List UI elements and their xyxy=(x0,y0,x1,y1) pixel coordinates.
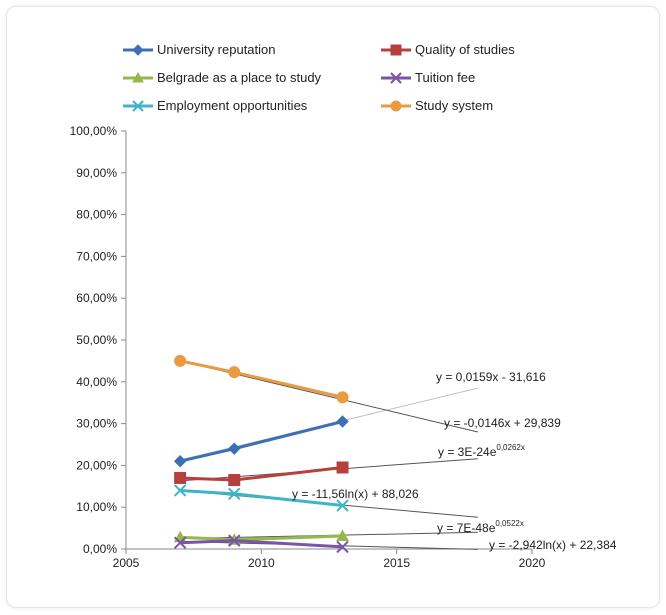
y-tick-label: 60,00% xyxy=(76,291,117,305)
trendline-equation-text: y = -11,56ln(x) + 88,026 xyxy=(292,487,419,501)
trendline-equation-text: y = -2,942ln(x) + 22,384 xyxy=(489,538,617,552)
marker-stroke xyxy=(336,499,349,512)
trendline-equation-exponent: 0,0262x xyxy=(496,443,524,452)
marker-stroke xyxy=(173,484,187,497)
legend-label: Tuition fee xyxy=(415,70,475,85)
legend-entry: Tuition fee xyxy=(381,70,475,85)
trendline-equation-text: y = -0,0146x + 29,839 xyxy=(444,416,561,430)
legend-marker xyxy=(390,72,402,84)
legend-marker xyxy=(132,71,144,83)
legend-label: Employment opportunities xyxy=(157,98,308,113)
legend-entry: Employment opportunities xyxy=(123,98,308,113)
trendline-equation-text: y = 3E-24e xyxy=(438,445,497,459)
y-tick-label: 80,00% xyxy=(76,208,117,222)
data-point xyxy=(336,461,349,474)
x-tick-label: 2020 xyxy=(519,556,546,570)
data-point xyxy=(336,499,349,512)
trendline-equation: y = 0,0159x - 31,616 xyxy=(436,370,546,384)
data-point xyxy=(173,455,187,468)
x-tick-label: 2005 xyxy=(113,556,140,570)
trendline-equation: y = -11,56ln(x) + 88,026 xyxy=(292,487,419,501)
legend-label: Quality of studies xyxy=(415,42,515,57)
chart-frame xyxy=(6,6,660,608)
marker-stroke xyxy=(173,536,187,549)
legend-entry: Belgrade as a place to study xyxy=(123,70,322,85)
marker-stroke xyxy=(336,540,349,554)
legend-entry: Study system xyxy=(381,98,493,113)
legend-marker xyxy=(390,100,402,112)
data-point xyxy=(174,471,187,484)
series-line xyxy=(179,420,343,463)
legend-entry: Quality of studies xyxy=(381,42,515,57)
marker-stroke xyxy=(132,100,144,112)
data-point xyxy=(174,354,187,367)
legend-entry: University reputation xyxy=(123,42,276,57)
x-tick-label: 2015 xyxy=(383,556,410,570)
y-tick-label: 30,00% xyxy=(76,417,117,431)
marker-stroke xyxy=(228,534,241,547)
y-tick-label: 50,00% xyxy=(76,333,117,347)
trendline-equation-exponent: 0,0522x xyxy=(495,519,523,528)
series-line xyxy=(179,359,343,399)
legend-label: Study system xyxy=(415,98,493,113)
legend-marker xyxy=(390,44,402,56)
y-tick-label: 0,00% xyxy=(83,542,117,556)
trendline-equation: y = 3E-24e0,0262x xyxy=(438,443,525,459)
data-point xyxy=(228,474,241,487)
data-point xyxy=(228,442,241,455)
legend-marker xyxy=(132,44,144,56)
data-point xyxy=(336,415,349,428)
series-line xyxy=(180,465,343,482)
data-point xyxy=(336,529,349,541)
data-point xyxy=(228,366,241,379)
data-point xyxy=(173,536,187,549)
y-tick-label: 100,00% xyxy=(70,124,118,138)
x-tick-label: 2010 xyxy=(248,556,275,570)
data-point xyxy=(228,487,241,501)
trendline-equation: y = -0,0146x + 29,839 xyxy=(444,416,561,430)
legend-marker xyxy=(132,100,144,112)
marker-stroke xyxy=(228,487,241,501)
marker-stroke xyxy=(390,72,402,84)
data-point xyxy=(173,484,187,497)
legend-label: University reputation xyxy=(157,42,276,57)
y-tick-label: 20,00% xyxy=(76,458,117,472)
trendline-equation: y = 7E-48e0,0522x xyxy=(437,519,524,535)
legend-label: Belgrade as a place to study xyxy=(157,70,322,85)
data-point xyxy=(228,534,241,547)
y-tick-label: 10,00% xyxy=(76,500,117,514)
y-tick-label: 70,00% xyxy=(76,249,117,263)
data-point xyxy=(336,391,349,404)
y-tick-label: 90,00% xyxy=(76,166,117,180)
trendline-equation-text: y = 7E-48e xyxy=(437,521,496,535)
data-point xyxy=(336,540,349,554)
y-tick-label: 40,00% xyxy=(76,375,117,389)
trendline-equation-text: y = 0,0159x - 31,616 xyxy=(436,370,546,384)
trendline-equation: y = -2,942ln(x) + 22,384 xyxy=(489,538,617,552)
